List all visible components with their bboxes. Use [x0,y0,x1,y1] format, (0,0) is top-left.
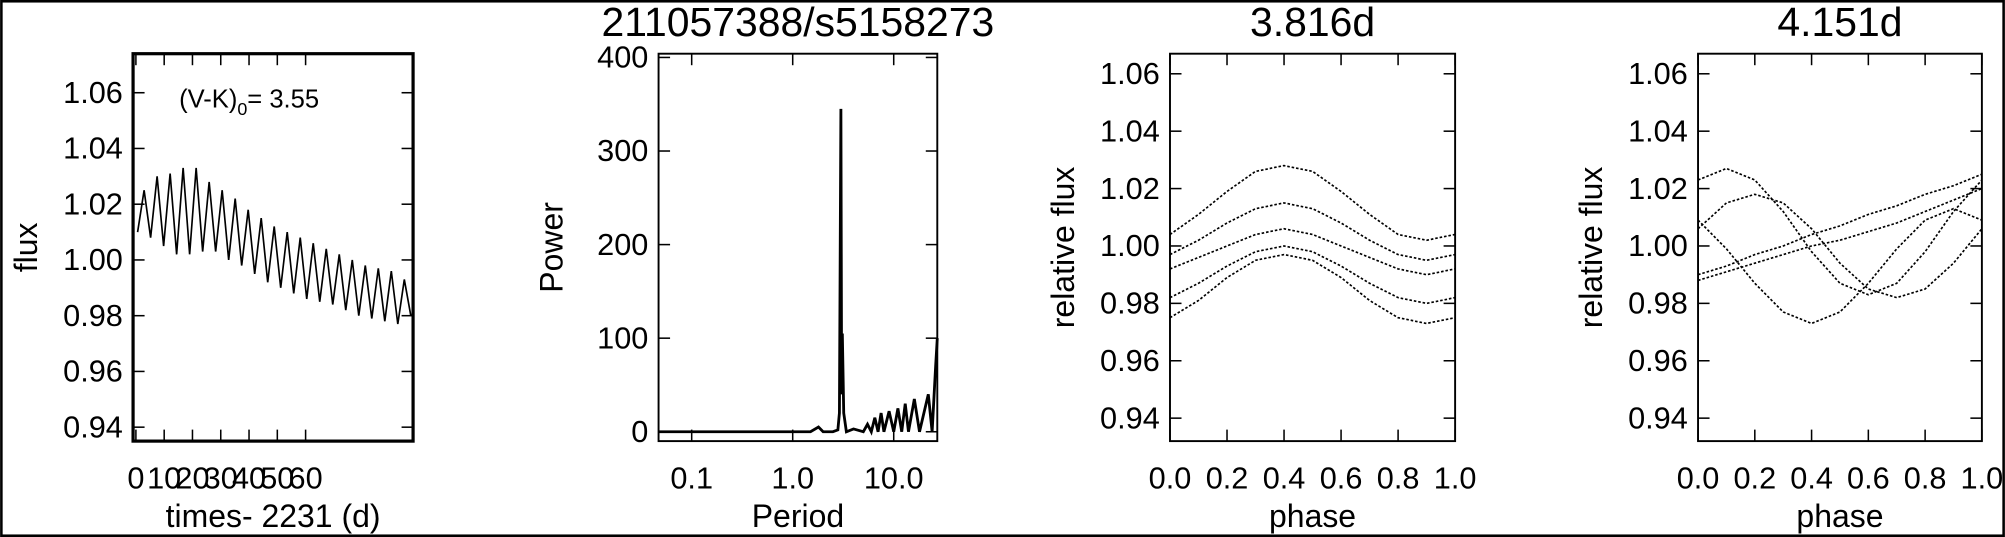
y-tick-label: 1.04 [63,131,123,166]
y-tick-label: 1.06 [63,75,123,110]
x-axis-title: times- 2231 (d) [166,498,381,534]
plot-frame [131,52,415,443]
x-tick-label: 10.0 [864,460,924,495]
x-axis-title: phase [1796,498,1883,534]
y-tick-label: 0.94 [1100,400,1160,435]
data-line [1169,253,1456,325]
x-axis-title: phase [1269,498,1356,534]
x-tick-label: 1.0 [771,460,814,495]
y-axis-title: relative flux [1045,167,1081,329]
x-tick-label: 0.0 [1149,460,1192,495]
y-tick-label: 1.02 [1100,171,1160,206]
chart-title: 4.151d [1777,0,1902,45]
x-axis-title: Period [752,498,844,534]
y-axis-title: flux [8,223,44,273]
data-line [1169,164,1456,242]
data-line [658,108,939,436]
x-tick-label: 0.8 [1377,460,1420,495]
chart-title: 211057388/s5158273 [602,0,995,45]
x-tick-label: 0.4 [1790,460,1833,495]
y-tick-label: 1.06 [1100,56,1160,91]
y-axis-title: relative flux [1573,167,1609,329]
data-line [1697,187,1983,282]
data-line [1697,193,1983,299]
data-line [1697,173,1983,276]
data-line [1697,167,1983,296]
x-tick-label: 50 [260,460,294,495]
y-tick-label: 0.94 [63,409,123,444]
x-tick-label: 0 [127,460,144,495]
x-tick-label: 1.0 [1961,460,2004,495]
x-tick-label: 0.2 [1206,460,1249,495]
y-tick-label: 1.00 [1100,228,1160,263]
data-line [1169,202,1456,262]
x-tick-label: 10 [147,460,181,495]
annotation-subscript: 0 [237,99,247,119]
x-tick-label: 30 [204,460,238,495]
annotation-suffix: = 3.55 [247,85,319,113]
y-tick-label: 0.98 [63,298,123,333]
y-tick-label: 300 [597,133,648,168]
x-tick-label: 0.4 [1263,460,1306,495]
y-tick-label: 1.00 [1628,228,1688,263]
plot-frame [657,52,939,443]
plot-frame [1697,52,1983,443]
y-tick-label: 1.02 [63,186,123,221]
x-tick-label: 60 [289,460,323,495]
y-tick-label: 1.00 [63,242,123,277]
x-tick-label: 0.2 [1733,460,1776,495]
y-tick-label: 0.98 [1628,286,1688,321]
y-tick-label: 0.94 [1628,400,1688,435]
annotation-text: (V-K) [179,85,237,113]
data-line [136,167,412,325]
plot-frame [1169,52,1457,443]
y-tick-label: 1.04 [1100,113,1160,148]
x-tick-label: 40 [232,460,266,495]
x-tick-label: 0.1 [670,460,713,495]
x-tick-label: 20 [175,460,209,495]
x-tick-label: 0.0 [1677,460,1720,495]
y-tick-label: 1.02 [1628,171,1688,206]
y-tick-label: 1.04 [1628,113,1688,148]
x-tick-label: 0.6 [1320,460,1363,495]
data-line [1169,245,1456,305]
annotation: (V-K)0= 3.55 [179,85,319,119]
y-tick-label: 0.98 [1100,286,1160,321]
data-line [1169,227,1456,276]
y-tick-label: 0.96 [63,354,123,389]
y-tick-label: 1.06 [1628,56,1688,91]
x-tick-label: 0.8 [1904,460,1947,495]
chart-title: 3.816d [1250,0,1375,45]
y-tick-label: 0.96 [1628,343,1688,378]
y-tick-label: 400 [597,40,648,75]
y-tick-label: 200 [597,227,648,262]
x-tick-label: 1.0 [1434,460,1477,495]
y-tick-label: 0.96 [1100,343,1160,378]
y-axis-title: Power [534,202,570,293]
x-tick-label: 0.6 [1847,460,1890,495]
y-tick-label: 0 [631,414,648,449]
y-tick-label: 100 [597,320,648,355]
